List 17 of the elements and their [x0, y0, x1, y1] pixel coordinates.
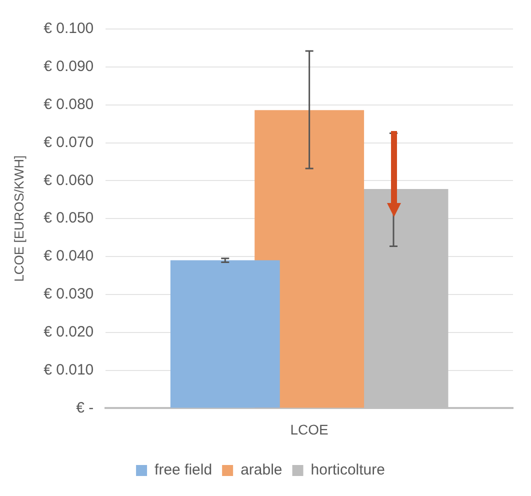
- x-tick-label: LCOE: [290, 421, 328, 438]
- legend-label: arable: [240, 462, 282, 479]
- y-tick-label: € 0.080: [44, 96, 94, 113]
- y-tick-label: € 0.070: [44, 134, 94, 151]
- y-tick-label: € 0.050: [44, 210, 94, 227]
- y-tick-label: € 0.020: [44, 324, 94, 340]
- y-tick-label: € 0.090: [44, 58, 94, 76]
- y-axis-title: LCOE [EUROS/KWH]: [11, 155, 26, 282]
- y-tick-label: € 0.030: [44, 286, 94, 303]
- y-tick-label: € 0.100: [44, 20, 94, 38]
- bar: [170, 260, 280, 408]
- y-tick-label: € -: [76, 399, 94, 416]
- y-tick-label: € 0.060: [44, 172, 94, 189]
- legend-label: free field: [154, 462, 212, 479]
- y-tick-label: € 0.040: [44, 248, 94, 265]
- legend-label: horticolture: [310, 462, 385, 479]
- y-tick-label: € 0.010: [44, 361, 94, 378]
